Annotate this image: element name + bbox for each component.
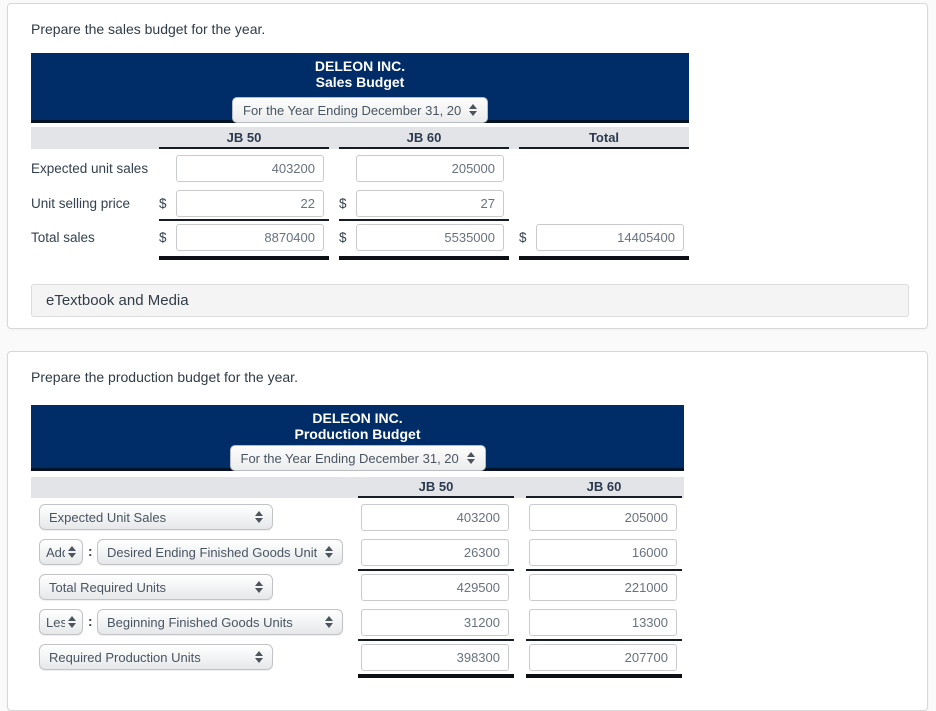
- etextbook-and-media-button[interactable]: eTextbook and Media: [31, 284, 909, 317]
- updown-icon: [325, 546, 333, 558]
- prod-r3-jb60-input[interactable]: [529, 574, 677, 601]
- sales-col-jb60: JB 60: [406, 130, 442, 145]
- company-name: DELEON INC.: [312, 410, 403, 426]
- sales-total-jb50-input[interactable]: [176, 224, 324, 251]
- prod-r1-jb60-input[interactable]: [529, 504, 677, 531]
- sales-price-jb60-input[interactable]: [356, 190, 504, 217]
- sales-instruction: Prepare the sales budget for the year.: [31, 21, 266, 37]
- production-budget-card: Prepare the production budget for the ye…: [7, 351, 928, 711]
- subtotal-rule: [358, 639, 514, 641]
- prod-r2-jb50-input[interactable]: [361, 539, 509, 566]
- row5-account-select[interactable]: Required Production Units: [39, 644, 273, 670]
- sales-table-header: DELEON INC. Sales Budget For the Year En…: [31, 53, 689, 123]
- colon-separator: :: [88, 544, 93, 559]
- subtotal-rule: [339, 219, 509, 221]
- underline-rule: [526, 496, 682, 498]
- row4-operator-select[interactable]: Less: [39, 609, 83, 635]
- updown-icon: [68, 616, 76, 628]
- total-rule: [339, 256, 509, 260]
- prod-r2-jb60-input[interactable]: [529, 539, 677, 566]
- production-period-select[interactable]: For the Year Ending December 31, 2017: [229, 445, 486, 471]
- sales-table-title: Sales Budget: [315, 74, 405, 90]
- sales-expected-jb60-input[interactable]: [356, 155, 504, 182]
- sales-period-label: For the Year Ending December 31, 2017: [243, 102, 461, 118]
- underline-rule: [519, 147, 689, 149]
- production-column-band: JB 50 JB 60: [31, 477, 684, 498]
- total-rule: [519, 256, 689, 260]
- subtotal-rule: [358, 569, 514, 571]
- total-rule: [358, 674, 514, 678]
- production-table-header: DELEON INC. Production Budget For the Ye…: [31, 405, 684, 471]
- sales-expected-jb50-input[interactable]: [176, 155, 324, 182]
- sales-col-total: Total: [588, 130, 620, 145]
- production-table-title: Production Budget: [294, 426, 421, 442]
- row1-account-select[interactable]: Expected Unit Sales: [39, 504, 273, 530]
- dollar-sign: $: [339, 230, 347, 245]
- production-instruction: Prepare the production budget for the ye…: [31, 369, 298, 385]
- updown-icon: [255, 651, 263, 663]
- colon-separator: :: [88, 614, 93, 629]
- row3-account-select[interactable]: Total Required Units: [39, 574, 273, 600]
- subtotal-rule: [526, 569, 682, 571]
- updown-icon: [255, 581, 263, 593]
- production-col-jb60: JB 60: [586, 479, 622, 494]
- updown-icon: [68, 546, 76, 558]
- dollar-sign: $: [339, 196, 347, 211]
- production-col-jb50: JB 50: [418, 479, 454, 494]
- sales-total-jb60-input[interactable]: [356, 224, 504, 251]
- underline-rule: [358, 496, 514, 498]
- sales-budget-table: DELEON INC. Sales Budget For the Year En…: [31, 53, 689, 265]
- updown-icon: [466, 452, 475, 464]
- updown-icon: [469, 104, 477, 116]
- subtotal-rule: [159, 219, 329, 221]
- total-rule: [159, 256, 329, 260]
- etextbook-label: eTextbook and Media: [46, 292, 189, 309]
- production-budget-table: DELEON INC. Production Budget For the Ye…: [31, 405, 684, 695]
- updown-icon: [325, 616, 333, 628]
- prod-r5-jb60-input[interactable]: [529, 644, 677, 671]
- production-period-label: For the Year Ending December 31, 2017: [240, 450, 459, 466]
- sales-col-jb50: JB 50: [226, 130, 262, 145]
- underline-rule: [339, 147, 509, 149]
- sales-price-jb50-input[interactable]: [176, 190, 324, 217]
- prod-r4-jb60-input[interactable]: [529, 609, 677, 636]
- prod-r5-jb50-input[interactable]: [361, 644, 509, 671]
- dollar-sign: $: [519, 230, 527, 245]
- company-name: DELEON INC.: [314, 58, 406, 74]
- total-rule: [526, 674, 682, 678]
- sales-period-select[interactable]: For the Year Ending December 31, 2017: [232, 97, 488, 123]
- prod-r1-jb50-input[interactable]: [361, 504, 509, 531]
- sales-total-total-input[interactable]: [536, 224, 684, 251]
- row2-account-select[interactable]: Desired Ending Finished Goods Units: [97, 539, 343, 565]
- row2-operator-select[interactable]: Add: [39, 539, 83, 565]
- updown-icon: [255, 511, 263, 523]
- sales-column-band: JB 50 JB 60 Total: [31, 127, 689, 149]
- dollar-sign: $: [159, 230, 167, 245]
- dollar-sign: $: [159, 196, 167, 211]
- sales-budget-card: Prepare the sales budget for the year. D…: [7, 3, 928, 329]
- row4-account-select[interactable]: Beginning Finished Goods Units: [97, 609, 343, 635]
- row-label-unit-selling-price: Unit selling price: [31, 196, 131, 211]
- prod-r4-jb50-input[interactable]: [361, 609, 509, 636]
- underline-rule: [159, 147, 329, 149]
- row-label-expected-unit-sales: Expected unit sales: [31, 161, 149, 176]
- prod-r3-jb50-input[interactable]: [361, 574, 509, 601]
- row-label-total-sales: Total sales: [31, 230, 95, 245]
- subtotal-rule: [526, 639, 682, 641]
